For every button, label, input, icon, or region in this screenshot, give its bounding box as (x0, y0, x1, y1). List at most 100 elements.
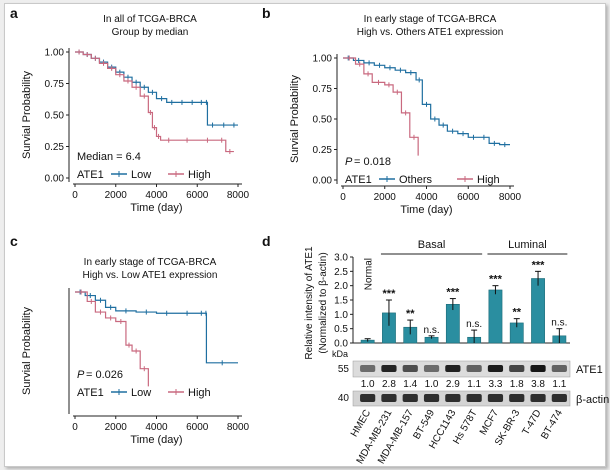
x-axis-label: Time (day) (130, 434, 182, 446)
ate1-band (466, 365, 482, 372)
actin-band (466, 394, 482, 402)
significance-label: *** (489, 274, 503, 286)
x-tick-label: 4000 (145, 190, 168, 201)
actin-band (509, 394, 525, 402)
actin-band (551, 394, 567, 402)
y-tick-label: 0.00 (45, 174, 65, 185)
ratio-label: 1.0 (361, 379, 375, 390)
ate1-band (487, 365, 504, 372)
ratio-label: 3.3 (488, 379, 502, 390)
y-tick-label: 1.00 (313, 54, 333, 65)
bar-hcc1143 (445, 303, 460, 344)
x-tick-label: 6000 (186, 422, 209, 433)
panel-letter-a: a (10, 5, 18, 21)
y-axis-label: Relative intensity of ATE1 (304, 246, 315, 360)
significance-label: *** (532, 259, 546, 271)
y-tick-label: 0.50 (313, 115, 333, 126)
x-tick-label: 0 (72, 422, 78, 433)
ratio-label: 2.9 (446, 379, 460, 390)
legend-label-others: Others (399, 174, 433, 186)
x-tick-label: 2000 (105, 422, 128, 433)
panel-letter-d: d (262, 233, 271, 249)
ratio-label: 1.1 (552, 379, 566, 390)
significance-label: n.s. (423, 325, 439, 336)
legend-title: ATE1 (77, 169, 104, 181)
y-tick-label: 0.00 (313, 176, 333, 187)
y-tick-label: 0.0 (334, 339, 348, 350)
km-curve-high (75, 51, 234, 153)
y-tick-label: 0.50 (45, 111, 65, 122)
significance-label: n.s. (551, 318, 567, 329)
x-tick-label: 4000 (145, 422, 168, 433)
ratio-label: 3.8 (531, 379, 545, 390)
y-axis-label: Survial Probability (21, 70, 33, 159)
chart-subtitle: High vs. Others ATE1 expression (357, 27, 504, 38)
y-tick-label: 3.0 (334, 253, 348, 264)
legend-label-low: Low (131, 169, 151, 181)
lane-label: BT-474 (539, 408, 565, 442)
x-tick-label: 8000 (227, 190, 250, 201)
y-tick-label: 0.25 (45, 142, 65, 153)
panel-letter-b: b (262, 5, 271, 21)
significance-label: ** (406, 308, 415, 320)
km-curve-high (343, 57, 419, 156)
p-value-label: P (345, 156, 353, 168)
ate1-band (530, 365, 546, 372)
ratio-label: 1.0 (425, 379, 439, 390)
km-curve-others (343, 57, 510, 146)
band-label-ate1: ATE1 (576, 364, 603, 376)
ate1-band (423, 365, 440, 372)
legend-label-high: High (477, 174, 500, 186)
actin-band (360, 394, 376, 402)
ratio-label: 1.4 (403, 379, 417, 390)
median-annotation: Median = 6.4 (77, 151, 141, 163)
chart-title: In early stage of TCGA-BRCA (84, 257, 217, 268)
x-tick-label: 2000 (374, 192, 397, 203)
marker-bottom: 40 (338, 393, 350, 404)
actin-band (530, 394, 546, 402)
y-tick-label: 0.25 (313, 145, 333, 156)
significance-label: ** (512, 307, 521, 319)
panel-letter-c: c (10, 233, 18, 249)
chart-title: In all of TCGA-BRCA (103, 14, 197, 25)
ate1-band (402, 365, 418, 372)
legend-title: ATE1 (77, 387, 104, 399)
actin-band (487, 394, 504, 402)
legend-title: ATE1 (345, 174, 372, 186)
x-tick-label: 6000 (457, 192, 480, 203)
x-axis-label: Time (day) (130, 202, 182, 214)
significance-label: *** (446, 287, 460, 299)
y-axis-label: (Normalized to β-actin) (318, 252, 329, 353)
legend-label-low: Low (131, 387, 151, 399)
y-tick-label: 1.00 (45, 48, 65, 59)
p-value: = 0.026 (86, 369, 123, 381)
y-tick-label: 0.5 (334, 324, 348, 335)
x-tick-label: 8000 (227, 422, 250, 433)
x-tick-label: 6000 (186, 190, 209, 201)
ratio-label: 2.8 (382, 379, 396, 390)
bar-mcf7 (488, 289, 503, 344)
actin-band (423, 394, 440, 402)
band-label-actin: β-actin (576, 394, 609, 406)
p-value: = 0.018 (354, 156, 391, 168)
ate1-band (551, 365, 567, 372)
marker-top: 55 (338, 364, 350, 375)
ate1-band (360, 365, 376, 372)
y-tick-label: 2.0 (334, 281, 348, 292)
actin-band (445, 394, 461, 402)
ratio-label: 1.1 (467, 379, 481, 390)
y-tick-label: 1.0 (334, 310, 348, 321)
km-curve-high (75, 291, 149, 387)
group-label-basal: Basal (418, 239, 446, 251)
y-tick-label: 1.5 (334, 296, 348, 307)
bar-t-47d (531, 278, 545, 344)
chart-subtitle: High vs. Low ATE1 expression (83, 270, 218, 281)
y-tick-label: 0.75 (45, 79, 65, 90)
y-tick-label: 2.5 (334, 267, 348, 278)
chart-title: In early stage of TCGA-BRCA (364, 14, 497, 25)
x-tick-label: 0 (340, 192, 346, 203)
kda-label: kDa (332, 349, 348, 359)
figure-frame (4, 3, 606, 467)
y-axis-label: Survial Probability (289, 74, 301, 163)
